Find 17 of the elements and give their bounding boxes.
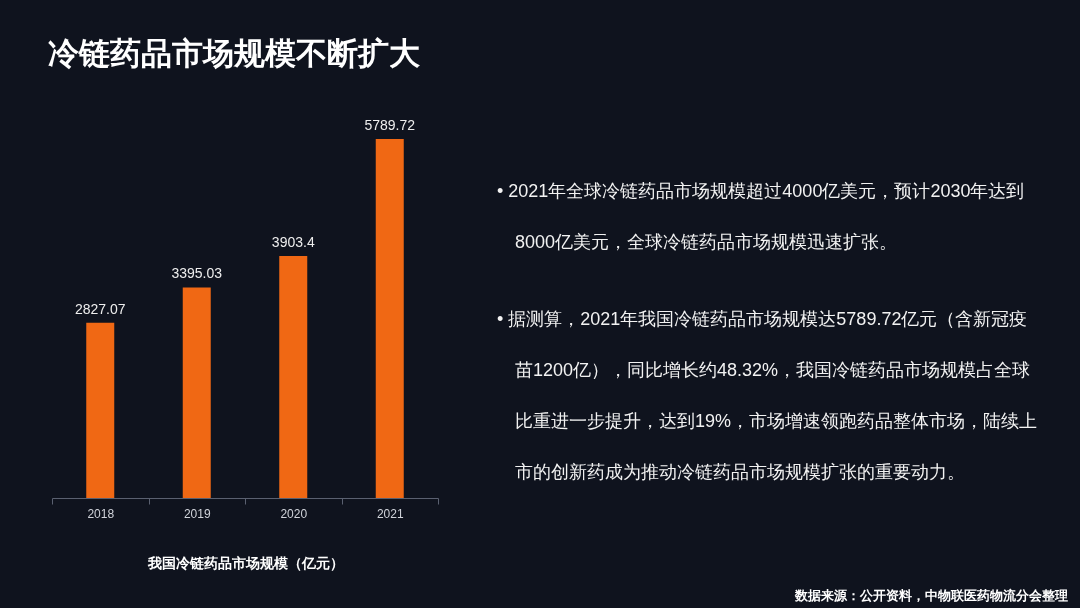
chart-title: 冷链药品市场规模不断扩大: [47, 36, 420, 71]
data-label: 5789.72: [364, 117, 416, 133]
bar: [279, 255, 308, 498]
x-axis-title: 我国冷链药品市场规模（亿元）: [146, 554, 344, 571]
x-tick-label: 2018: [87, 506, 115, 521]
x-tick-label: 2020: [280, 506, 308, 521]
data-label: 3903.4: [271, 233, 315, 250]
data-label: 2827.07: [74, 300, 126, 317]
source-note: 数据来源：公开资料，中物联医药物流分会整理: [794, 588, 1068, 603]
text: • 据测算，2021年我国冷链药品市场规模达5789.72亿元（含新冠疫苗1200亿），同比增长约48.32%，我国冷链药品市场规模占全球比重进一步提升，达到19%，市场增速领跑药品整体市场，陆续上市的创新药成为推动冷链药品市场规模扩张的重要动力。: [497, 309, 1038, 482]
data-label: 3395.03: [171, 265, 223, 282]
bar: [86, 322, 115, 498]
bar: [375, 139, 404, 498]
x-tick-label: 2021: [376, 506, 404, 521]
x-tick-label: 2019: [183, 506, 211, 521]
text: • 2021年全球冷链药品市场规模超过4000亿美元，预计2030年达到8000亿美元，全球冷链药品市场规模迅速扩张。: [497, 181, 1025, 252]
bar: [182, 287, 211, 498]
